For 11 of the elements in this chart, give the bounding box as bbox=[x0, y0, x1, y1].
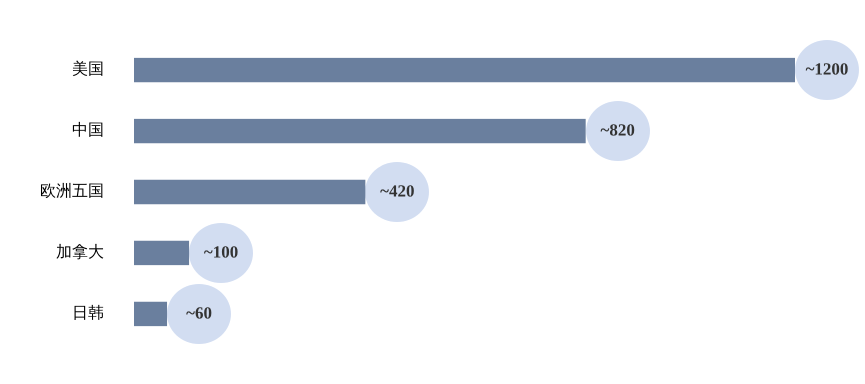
data-label: ~420 bbox=[380, 181, 415, 200]
data-label: ~820 bbox=[600, 120, 635, 140]
y-tick-label: 欧洲五国 bbox=[40, 181, 104, 200]
y-tick-label: 日韩 bbox=[72, 303, 104, 322]
bar bbox=[134, 302, 168, 326]
y-tick-label: 美国 bbox=[72, 59, 104, 78]
data-label: ~60 bbox=[186, 303, 212, 322]
data-label: ~100 bbox=[204, 242, 238, 262]
y-tick-label: 加拿大 bbox=[56, 242, 104, 262]
data-label: ~1200 bbox=[806, 59, 848, 78]
y-tick-label: 中国 bbox=[72, 120, 104, 140]
